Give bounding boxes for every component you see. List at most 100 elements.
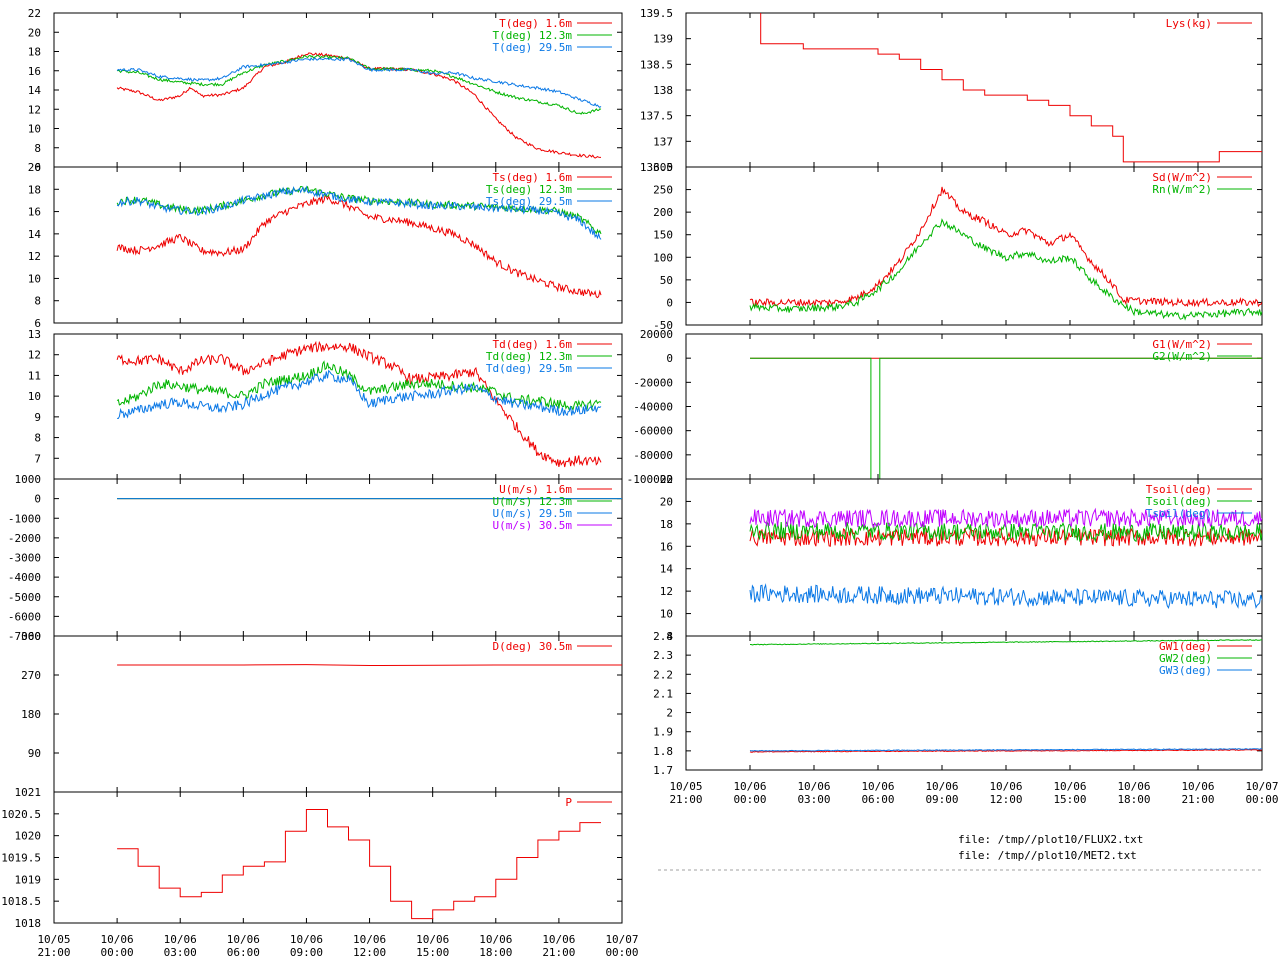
x-tick-label-time: 15:00 xyxy=(1053,793,1086,806)
x-tick-label-date: 10/06 xyxy=(101,933,134,946)
x-tick-label-date: 10/06 xyxy=(989,780,1022,793)
y-tick-label: 1019 xyxy=(15,873,42,886)
x-tick-label-date: 10/06 xyxy=(1053,780,1086,793)
y-tick-label: 1.8 xyxy=(653,745,673,758)
series-line-td-2 xyxy=(117,369,602,420)
x-tick-label-date: 10/06 xyxy=(797,780,830,793)
series-line-g-1 xyxy=(750,357,1262,479)
chart-panel-d: 360 270 180 90 D(deg) 30.5m xyxy=(21,630,623,793)
y-tick-label: 16 xyxy=(660,540,673,553)
y-tick-label: 136.5 xyxy=(640,161,673,174)
y-tick-label: 12 xyxy=(660,585,673,598)
series-line-td-1 xyxy=(116,360,602,413)
y-tick-label: 100 xyxy=(653,251,673,264)
y-tick-label: 2.1 xyxy=(653,687,673,700)
x-tick-label-date: 10/06 xyxy=(164,933,197,946)
y-tick-label: -100000 xyxy=(627,473,673,486)
y-tick-label: -2000 xyxy=(8,532,41,545)
y-tick-label: 22 xyxy=(660,473,673,486)
x-tick-label-time: 00:00 xyxy=(733,793,766,806)
series-line-flux-0 xyxy=(749,186,1262,308)
chart-panel-u: 1000 0 -1000 -2000 -3000 -4000 -5000 -6000 -7000… xyxy=(8,473,623,643)
x-tick-label-date: 10/05 xyxy=(669,780,702,793)
y-tick-label: 1.7 xyxy=(653,764,673,777)
y-tick-label: 50 xyxy=(660,274,673,287)
series-line-tsoil-0 xyxy=(749,527,1262,548)
series-line-lys-0 xyxy=(760,13,1262,163)
series-line-flux-1 xyxy=(749,218,1262,321)
chart-panel-p: 1021 1020.5 1020 1019.5 1019 1018.5 1018 P xyxy=(1,786,623,930)
legend-label: Sd(W/m^2) xyxy=(1152,171,1212,184)
x-tick-label-time: 18:00 xyxy=(1117,793,1150,806)
y-tick-label: -20000 xyxy=(633,376,673,389)
y-tick-label: 2.2 xyxy=(653,668,673,681)
legend-label: T(deg) 29.5m xyxy=(493,41,573,54)
chart-panel-tsoil: 222018161412108Tsoil(deg)Tsoil(deg)Tsoil… xyxy=(660,473,1263,643)
x-tick-label-date: 10/06 xyxy=(861,780,894,793)
y-tick-label: -6000 xyxy=(8,610,41,623)
legend-label: U(m/s) 12.3m xyxy=(493,495,573,508)
legend-label: D(deg) 30.5m xyxy=(493,640,573,653)
chart-panel-gw: 2.4 2.3 2.2 2.1 2 1.9 1.8 1.7 GW1(deg)GW2(deg)GW… xyxy=(653,630,1263,777)
chart-panel-lys: 139.5 139 138.5 138 137.5 137 136.5 Lys(kg) xyxy=(640,7,1263,174)
y-tick-label: 1020.5 xyxy=(1,808,41,821)
x-tick-label-date: 10/06 xyxy=(733,780,766,793)
chart-panel-t: 22 20 18 16 14 12 10 8 6 T(deg) 1.6mT(deg) 12.3mT… xyxy=(28,7,623,174)
legend-label: Td(deg) 1.6m xyxy=(493,338,573,351)
y-tick-label: 8 xyxy=(666,630,673,643)
chart-panel-g: 20000 0 -20000 -40000 -60000 -80000 -100000 G1(… xyxy=(627,328,1263,486)
x-tick-label-time: 21:00 xyxy=(1181,793,1214,806)
x-tick-label-date: 10/07 xyxy=(605,933,638,946)
y-tick-label: 300 xyxy=(653,161,673,174)
y-tick-label: 10 xyxy=(28,272,41,285)
x-tick-label-time: 03:00 xyxy=(164,946,197,959)
legend-label: T(deg) 1.6m xyxy=(499,17,572,30)
y-tick-label: 12 xyxy=(28,103,41,116)
x-tick-label-time: 15:00 xyxy=(416,946,449,959)
legend-label: Lys(kg) xyxy=(1166,17,1212,30)
file-label-flux: file: /tmp//plot10/FLUX2.txt xyxy=(958,833,1143,846)
y-tick-label: 8 xyxy=(34,432,41,445)
y-tick-label: 8 xyxy=(34,295,41,308)
y-tick-label: 16 xyxy=(28,206,41,219)
x-tick-label-time: 00:00 xyxy=(1245,793,1278,806)
x-tick-label-date: 10/06 xyxy=(925,780,958,793)
y-tick-label: 1020 xyxy=(15,830,42,843)
y-tick-label: -3000 xyxy=(8,552,41,565)
legend-label: Rn(W/m^2) xyxy=(1152,183,1212,196)
y-tick-label: 2.3 xyxy=(653,649,673,662)
x-tick-label-date: 10/06 xyxy=(290,933,323,946)
series-line-p-0 xyxy=(117,809,601,920)
series-line-t-2 xyxy=(116,57,602,109)
panel-frame xyxy=(685,166,1263,326)
x-tick-label-date: 10/06 xyxy=(227,933,260,946)
y-tick-label: 14 xyxy=(28,84,42,97)
y-tick-label: -40000 xyxy=(633,401,673,414)
series-line-d-0 xyxy=(117,664,622,667)
legend-label: Tsoil(deg) xyxy=(1146,483,1212,496)
file-label-met: file: /tmp//plot10/MET2.txt xyxy=(958,849,1137,862)
legend-label: GW1(deg) xyxy=(1159,640,1212,653)
series-line-tsoil-2 xyxy=(749,583,1262,610)
legend-label: Td(deg) 29.5m xyxy=(486,362,572,375)
y-tick-label: 18 xyxy=(28,183,41,196)
x-tick-label-date: 10/07 xyxy=(1245,780,1278,793)
x-tick-label-date: 10/06 xyxy=(353,933,386,946)
y-tick-label: 22 xyxy=(28,7,41,20)
series-line-gw-1 xyxy=(750,639,1262,646)
y-tick-label: -80000 xyxy=(633,449,673,462)
y-tick-label: 270 xyxy=(21,669,41,682)
x-tick-label-date: 10/06 xyxy=(1117,780,1150,793)
y-tick-label: 2.4 xyxy=(653,630,673,643)
y-tick-label: 10 xyxy=(28,123,41,136)
y-tick-label: 20 xyxy=(660,495,673,508)
x-tick-label-time: 06:00 xyxy=(227,946,260,959)
y-tick-label: 6 xyxy=(34,317,41,330)
legend-label: GW3(deg) xyxy=(1159,664,1212,677)
y-tick-label: 360 xyxy=(21,630,41,643)
x-tick-label-time: 03:00 xyxy=(797,793,830,806)
x-tick-label-date: 10/06 xyxy=(542,933,575,946)
x-tick-label-time: 00:00 xyxy=(605,946,638,959)
y-tick-label: 20 xyxy=(28,26,41,39)
